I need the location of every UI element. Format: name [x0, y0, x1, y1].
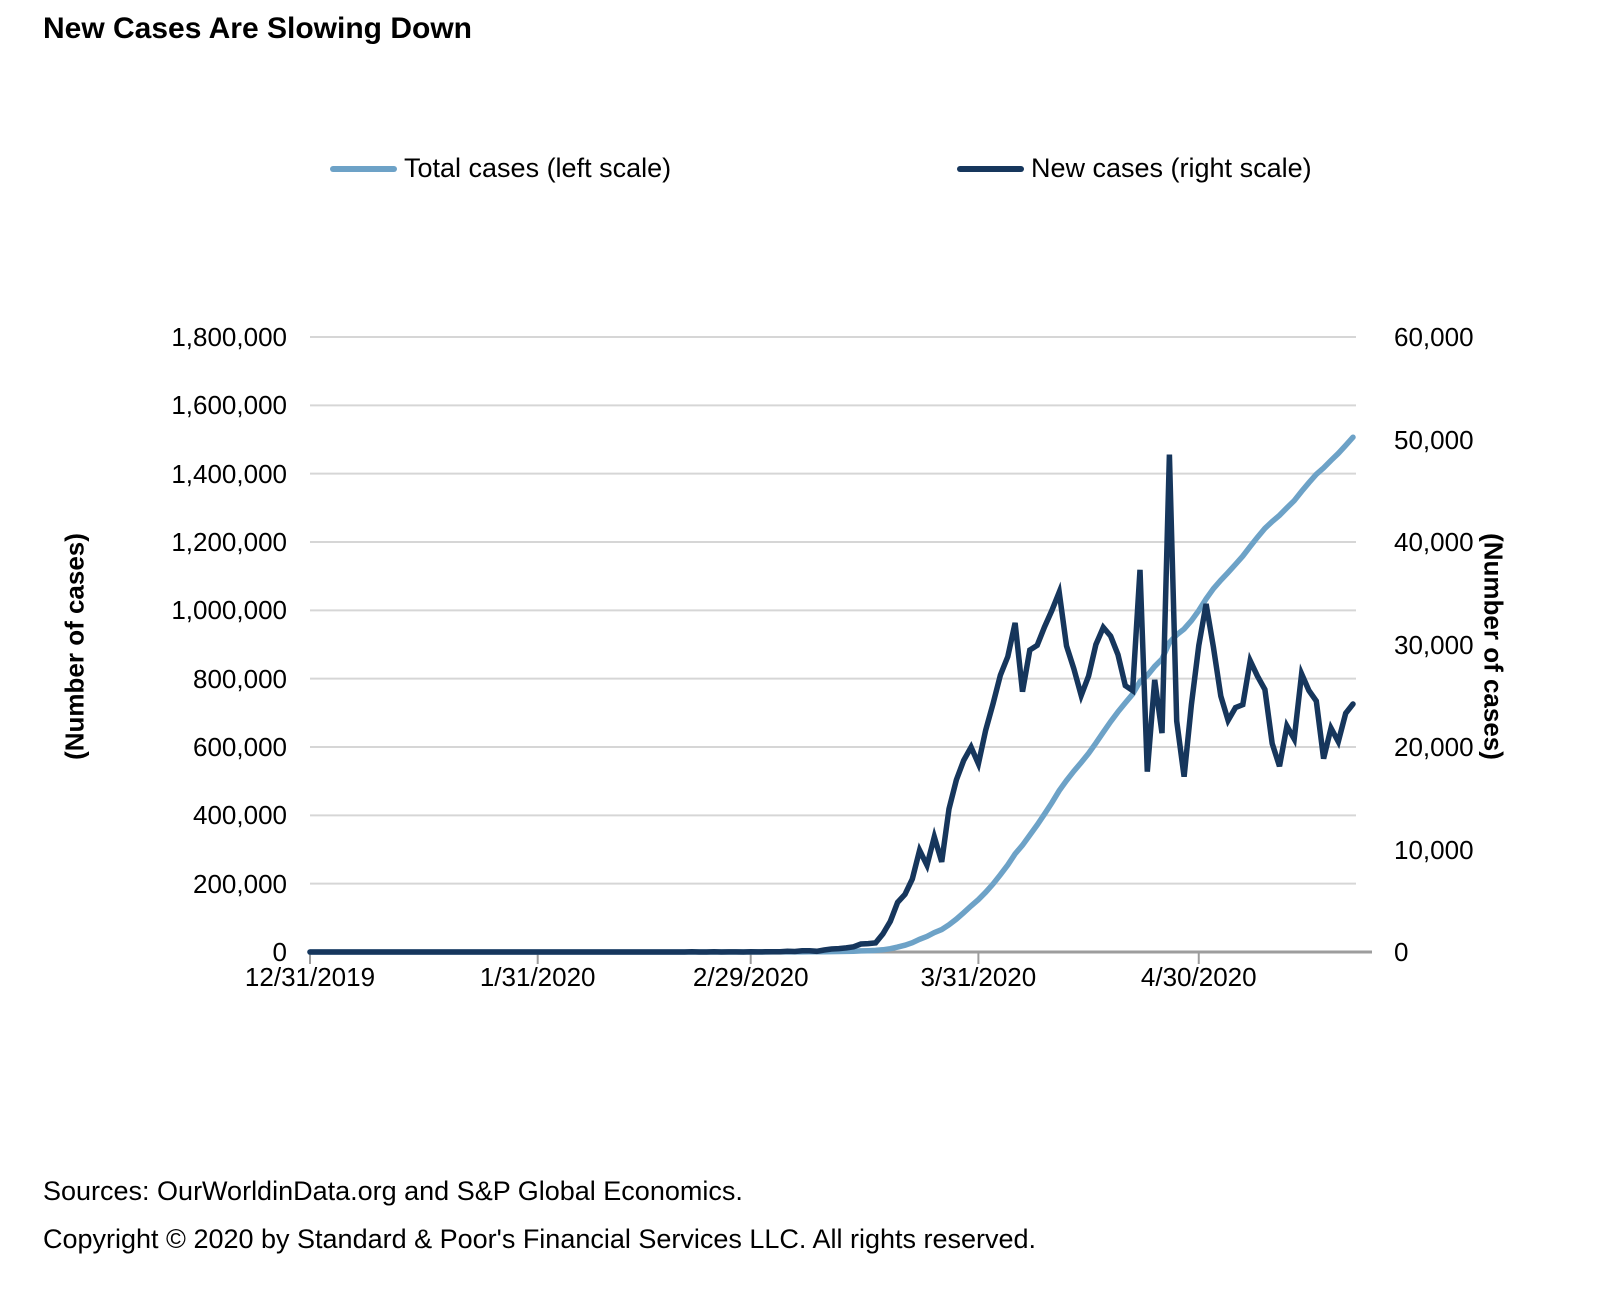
left-axis-tick-label: 800,000	[193, 663, 287, 694]
x-axis-tick-label: 2/29/2020	[692, 962, 809, 992]
left-axis-tick-label: 0	[272, 937, 287, 967]
new-cases-line	[307, 454, 1356, 955]
right-axis-title: (Number of cases)	[1478, 533, 1509, 760]
page-title: New Cases Are Slowing Down	[43, 12, 472, 45]
copyright-text: Copyright © 2020 by Standard & Poor's Fi…	[43, 1224, 1037, 1254]
x-axis-tick-label: 1/31/2020	[479, 962, 596, 992]
total-cases-line	[307, 434, 1356, 955]
right-axis-tick-label: 20,000	[1394, 732, 1474, 762]
legend-label-new-cases: New cases (right scale)	[1031, 153, 1312, 183]
legend-item-new-cases: New cases (right scale)	[957, 153, 1312, 184]
right-axis-tick-label: 40,000	[1394, 527, 1474, 557]
left-axis-tick-label: 1,200,000	[171, 527, 287, 557]
left-axis-tick-label: 1,000,000	[171, 595, 287, 626]
left-axis-tick-label: 200,000	[193, 868, 287, 899]
new-cases-line-swatch-icon	[957, 165, 1024, 172]
x-axis-tick-label: 12/31/2019	[244, 962, 376, 992]
right-axis-tick-label: 60,000	[1394, 322, 1474, 352]
sources-text: Sources: OurWorldinData.org and S&P Glob…	[43, 1176, 743, 1206]
total-cases-line-swatch-icon	[330, 165, 397, 172]
legend-label-total-cases: Total cases (left scale)	[404, 153, 672, 183]
left-axis-tick-label: 400,000	[193, 800, 287, 831]
right-axis-tick-label: 10,000	[1394, 834, 1474, 865]
left-axis-tick-label: 600,000	[193, 732, 287, 762]
x-axis-tick-label: 4/30/2020	[1140, 962, 1257, 992]
left-axis-tick-label: 1,400,000	[171, 458, 287, 489]
left-axis-title: (Number of cases)	[59, 533, 90, 760]
legend-item-total-cases: Total cases (left scale)	[330, 153, 671, 184]
right-axis-tick-label: 30,000	[1394, 629, 1474, 660]
left-axis-tick-label: 1,600,000	[171, 390, 287, 421]
left-axis-tick-label: 1,800,000	[171, 322, 287, 352]
right-axis-tick-label: 50,000	[1394, 424, 1474, 455]
x-axis-tick-label: 3/31/2020	[920, 962, 1037, 992]
right-axis-tick-label: 0	[1394, 937, 1409, 967]
